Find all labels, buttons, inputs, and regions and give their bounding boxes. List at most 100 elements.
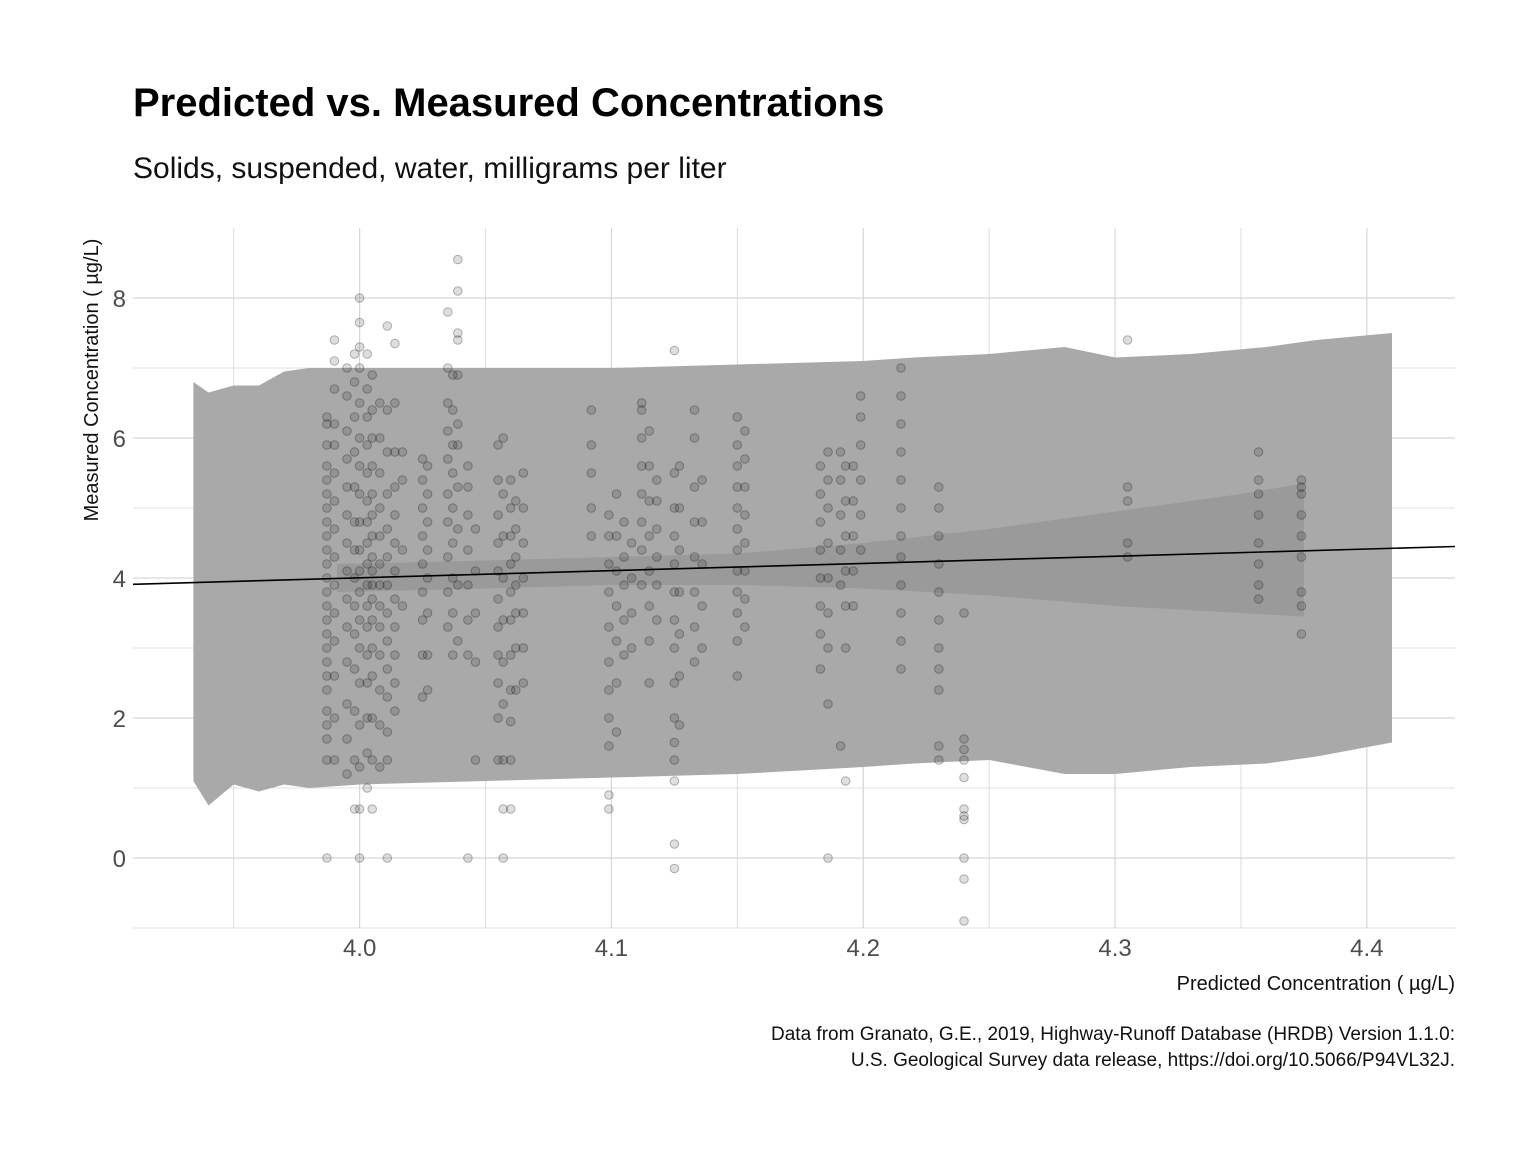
data-point: [604, 622, 614, 632]
y-axis-label: Measured Concentration ( µg/L): [81, 239, 103, 522]
data-point: [443, 552, 453, 562]
data-point: [498, 531, 509, 541]
data-point: [1253, 559, 1264, 569]
data-point: [322, 475, 332, 485]
data-point: [367, 615, 378, 625]
data-point: [375, 398, 385, 408]
data-point: [322, 720, 332, 730]
data-point: [322, 685, 332, 695]
data-point: [448, 468, 458, 478]
data-point: [322, 615, 332, 625]
data-point: [505, 475, 516, 485]
data-point: [375, 685, 385, 695]
data-point: [604, 804, 614, 814]
data-point: [493, 510, 503, 520]
data-point: [896, 475, 906, 485]
data-point: [511, 524, 521, 534]
data-point: [349, 545, 360, 555]
data-point: [362, 713, 373, 723]
data-point: [934, 685, 944, 695]
data-point: [448, 538, 458, 548]
data-point: [740, 538, 750, 548]
data-point: [1253, 489, 1264, 499]
data-point: [1253, 475, 1264, 485]
data-point: [505, 531, 516, 541]
x-tick-labels: 4.0 4.1 4.2 4.3 4.4: [343, 935, 1384, 962]
data-point: [644, 426, 655, 436]
data-point: [362, 650, 373, 660]
data-point: [669, 863, 680, 874]
data-point: [611, 489, 622, 499]
data-point: [453, 370, 463, 380]
data-point: [390, 706, 400, 716]
data-point: [669, 713, 680, 723]
data-point: [322, 531, 332, 541]
data-point: [375, 531, 385, 541]
data-point: [322, 503, 332, 513]
data-point: [732, 636, 743, 646]
data-point: [840, 496, 851, 506]
data-point: [840, 643, 851, 653]
data-point: [367, 370, 378, 380]
data-point: [934, 741, 944, 751]
data-point: [354, 853, 365, 863]
data-point: [382, 664, 393, 674]
data-point: [815, 629, 826, 639]
data-point: [367, 552, 378, 562]
data-point: [835, 510, 846, 520]
data-point: [498, 573, 509, 583]
data-point: [390, 566, 400, 576]
data-point: [329, 713, 340, 723]
data-point: [417, 615, 428, 625]
data-point: [390, 594, 400, 604]
data-point: [1253, 594, 1264, 604]
data-point: [463, 545, 473, 555]
data-point: [329, 608, 340, 618]
data-point: [382, 489, 393, 499]
data-point: [511, 643, 521, 653]
data-point: [732, 412, 743, 422]
data-point: [322, 706, 332, 716]
data-point: [342, 769, 352, 779]
data-point: [669, 615, 680, 625]
data-point: [689, 552, 700, 562]
data-point: [611, 601, 622, 611]
data-point: [1296, 531, 1307, 541]
x-tick-label: 4.1: [595, 935, 628, 962]
data-point: [740, 454, 750, 464]
data-point: [382, 608, 393, 618]
data-point: [375, 650, 385, 660]
data-point: [934, 587, 944, 597]
data-point: [322, 587, 332, 597]
data-point: [342, 622, 352, 632]
data-point: [354, 293, 365, 303]
data-point: [669, 839, 680, 849]
data-point: [669, 345, 680, 356]
data-point: [652, 524, 662, 534]
data-point: [1296, 601, 1307, 611]
data-point: [367, 566, 378, 576]
data-point: [855, 510, 866, 520]
data-point: [342, 699, 352, 709]
data-point: [453, 328, 463, 338]
chart-title: Predicted vs. Measured Concentrations: [133, 81, 884, 125]
data-point: [470, 755, 481, 765]
data-point: [367, 713, 378, 723]
data-point: [342, 454, 352, 464]
data-point: [390, 650, 400, 660]
data-point: [1296, 629, 1307, 639]
data-point: [674, 587, 685, 597]
data-point: [342, 391, 352, 401]
data-point: [511, 608, 521, 618]
data-point: [505, 804, 516, 814]
data-point: [855, 545, 866, 555]
data-point: [518, 678, 529, 688]
data-point: [815, 461, 826, 471]
data-point: [689, 405, 700, 415]
y-tick-labels: 0 2 4 6 8: [113, 286, 126, 873]
data-point: [604, 685, 614, 695]
data-point: [422, 489, 433, 499]
data-point: [322, 412, 332, 422]
data-point: [505, 587, 516, 597]
data-point: [848, 531, 859, 541]
